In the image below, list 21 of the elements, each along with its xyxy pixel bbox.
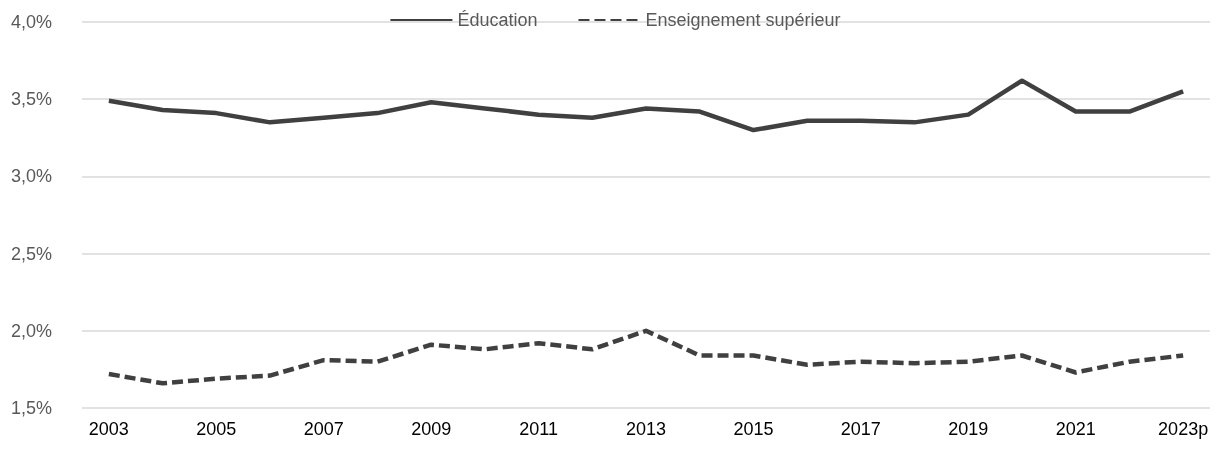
y-tick-label: 4,0%: [10, 12, 52, 32]
y-tick-label: 3,5%: [10, 89, 52, 110]
x-tick-label: 2019: [948, 419, 989, 439]
x-tick-label: 2013: [625, 419, 667, 439]
legend-label: Enseignement supérieur: [645, 10, 841, 30]
x-tick-label: 2003: [88, 419, 129, 439]
line-series: [106, 78, 1186, 133]
y-tick-label: 1,5%: [10, 398, 52, 418]
x-tick-label: 2009: [411, 419, 452, 439]
x-tick-label: 2007: [303, 419, 344, 439]
x-tick-label: 2005: [196, 419, 237, 439]
line-series: [106, 328, 1186, 386]
x-tick-label: 2023p: [1158, 419, 1209, 439]
x-tick-label: 2017: [840, 419, 881, 439]
y-tick-label: 2,5%: [10, 243, 52, 264]
y-tick-label: 2,0%: [10, 320, 52, 341]
x-tick-label: 2021: [1055, 419, 1096, 439]
legend-label: Éducation: [457, 10, 538, 30]
x-tick-label: 2011: [519, 419, 558, 439]
x-tick-label: 2015: [733, 419, 774, 439]
y-tick-label: 3,0%: [10, 166, 52, 187]
